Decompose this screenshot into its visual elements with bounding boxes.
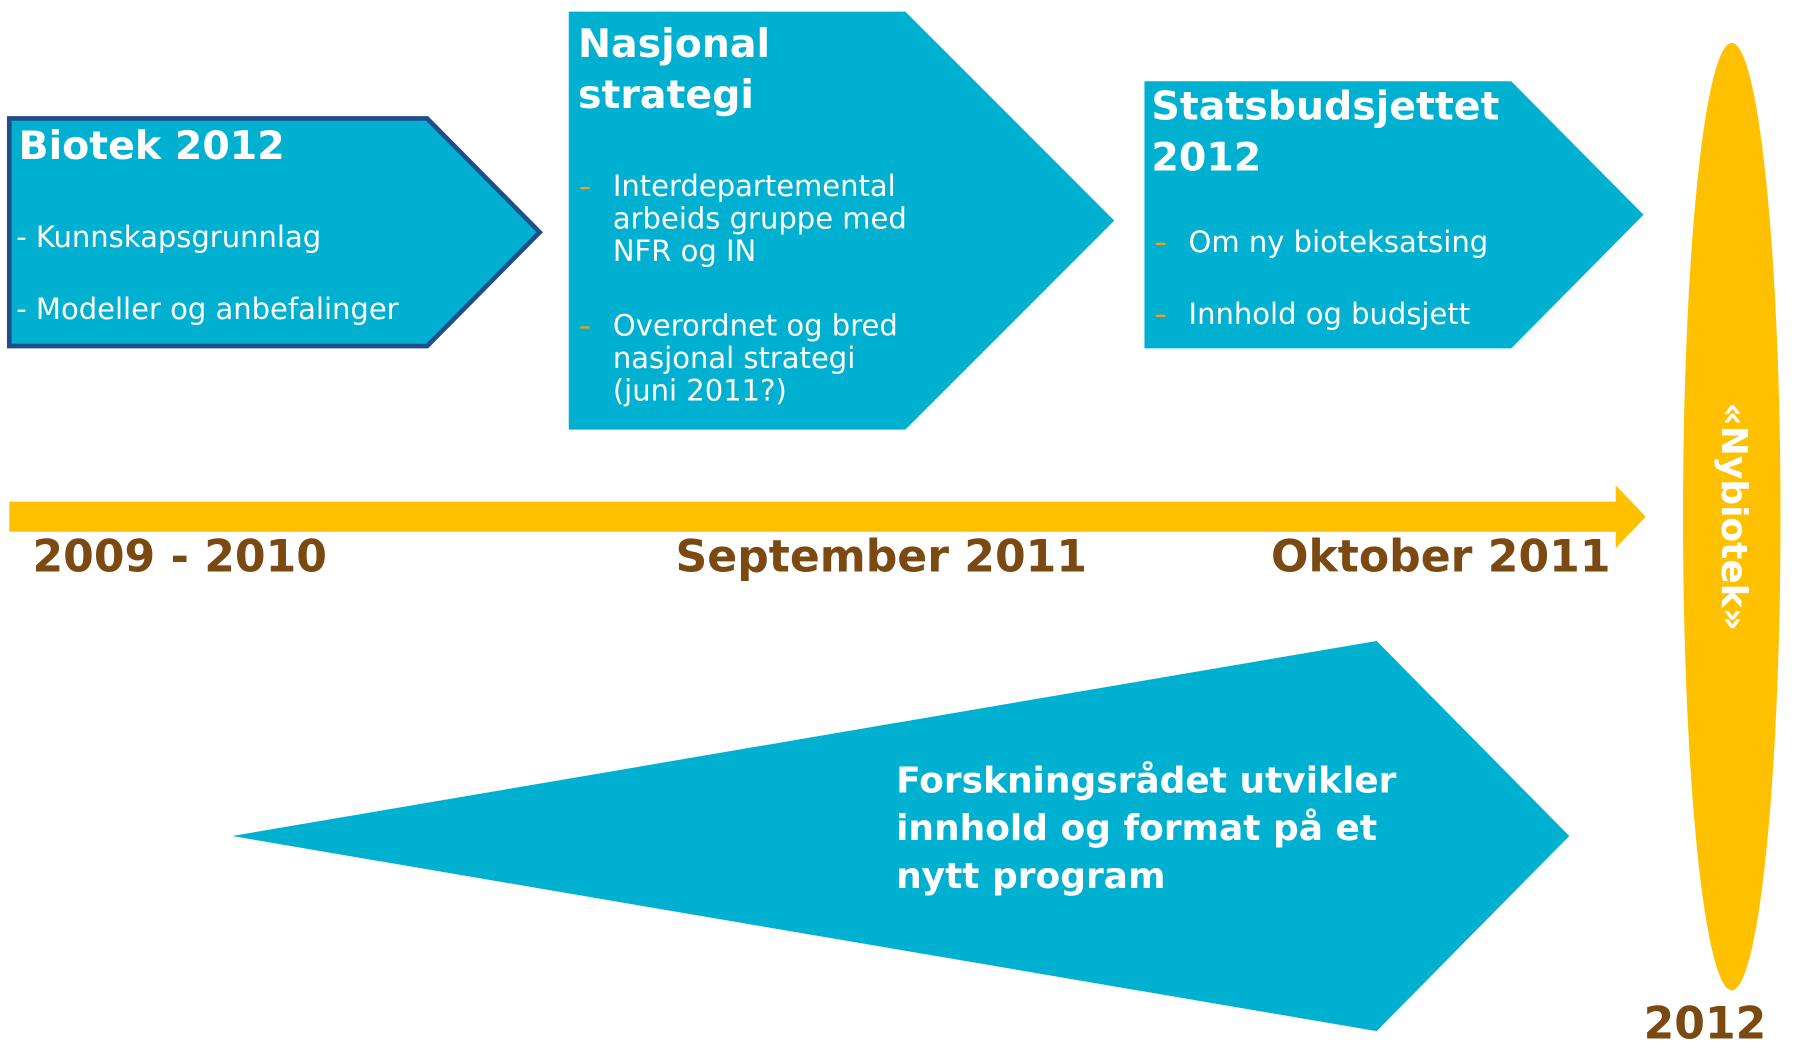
program-arrow <box>232 640 1570 1032</box>
box-title: Biotek 2012 <box>19 123 285 169</box>
box-arrow <box>568 11 1115 430</box>
box-item: Innhold og budsjett <box>1189 297 1471 331</box>
box-item: Interdepartemental <box>613 169 896 203</box>
box-item: Overordnet og bred <box>613 308 898 342</box>
box-item: nasjonal strategi <box>613 341 855 375</box>
box-title: Nasjonal <box>578 21 770 67</box>
box-item: arbeids gruppe med <box>613 202 907 236</box>
box-item: Om ny bioteksatsing <box>1189 225 1489 259</box>
program-text: Forskningsrådet utvikler <box>896 761 1397 802</box>
timeline-label: September 2011 <box>676 532 1088 583</box>
box-item: - Modeller og anbefalinger <box>16 292 398 326</box>
box-arrow <box>1144 81 1644 349</box>
box-item: (juni 2011?) <box>613 373 787 407</box>
timeline-arrow <box>9 485 1646 549</box>
box-arrow <box>6 116 543 349</box>
timeline-label: Oktober 2011 <box>1271 532 1611 583</box>
timeline-label: 2009 - 2010 <box>33 532 328 583</box>
box-item: NFR og IN <box>613 234 756 268</box>
program-text: innhold og format på et <box>896 808 1377 849</box>
box-title: Statsbudsjettet <box>1151 84 1499 130</box>
milestone-label: «Nybiotek» <box>1713 403 1754 631</box>
box-title: 2012 <box>1151 135 1261 181</box>
program-text: nytt program <box>896 856 1165 897</box>
box-item: - Kunnskapsgrunnlag <box>16 220 321 254</box>
box-title: strategi <box>578 72 754 118</box>
year-label: 2012 <box>1644 998 1767 1049</box>
milestone-ellipse <box>1683 42 1781 991</box>
